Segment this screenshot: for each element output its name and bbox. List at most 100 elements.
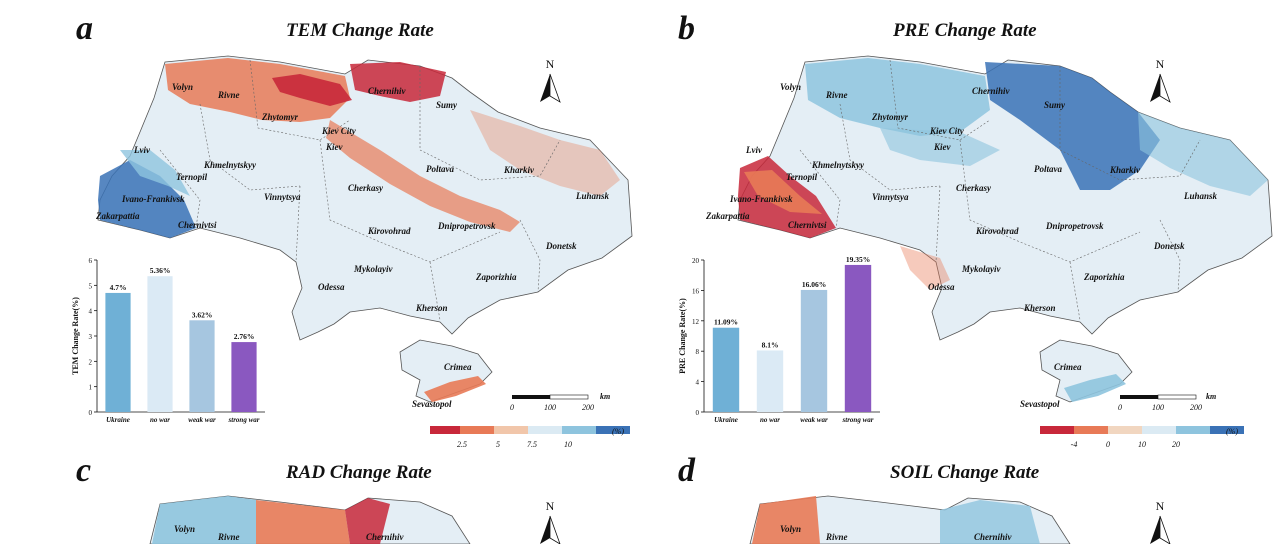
bar-data-label: 4.7% bbox=[110, 283, 127, 292]
place-label: Dnipropetrovsk bbox=[1045, 221, 1104, 231]
scale-bar-a: 0 100 200 km bbox=[510, 392, 610, 412]
scale-tick-2: 200 bbox=[1190, 403, 1202, 412]
legend-swatch bbox=[562, 426, 596, 434]
place-label: Ternopil bbox=[176, 172, 208, 182]
bar-data-label: 3.62% bbox=[192, 310, 213, 319]
legend-swatch bbox=[1142, 426, 1176, 434]
place-label: Poltava bbox=[426, 164, 454, 174]
wetting-patch-east bbox=[1138, 112, 1268, 196]
legend-tick: 20 bbox=[1172, 440, 1180, 449]
soil-band-orange bbox=[752, 496, 820, 544]
oblast-borders bbox=[159, 59, 561, 321]
place-label: Chernihiv bbox=[368, 86, 407, 96]
bar bbox=[189, 320, 215, 412]
y-axis-label: TEM Change Rate(%) bbox=[71, 297, 80, 375]
warming-patch-east bbox=[470, 110, 620, 196]
place-label: Kiev bbox=[933, 142, 951, 152]
color-legend-b: -4 0 10 20 (%) bbox=[1040, 426, 1244, 449]
oblast-borders bbox=[799, 59, 1201, 321]
place-label: Kirovohrad bbox=[975, 226, 1019, 236]
north-arrow-b: N bbox=[1150, 57, 1171, 103]
north-label-c: N bbox=[546, 499, 555, 513]
category-label: Ukraine bbox=[106, 416, 130, 424]
place-label: Zakarpattia bbox=[705, 211, 750, 221]
place-label: Sevastopol bbox=[1020, 399, 1060, 409]
wetting-patch-kiev bbox=[880, 128, 1000, 166]
panel-letter-c: c bbox=[76, 452, 92, 489]
place-label: Zaporizhia bbox=[475, 272, 517, 282]
soil-band-blue bbox=[940, 500, 1040, 544]
legend-tick: 2.5 bbox=[457, 440, 467, 449]
place-label: Zaporizhia bbox=[1083, 272, 1125, 282]
place-label: Kharkiv bbox=[503, 165, 535, 175]
legend-swatch bbox=[430, 426, 460, 434]
legend-swatch bbox=[1108, 426, 1142, 434]
scale-unit: km bbox=[1206, 392, 1216, 401]
north-arrow-d: N bbox=[1150, 499, 1171, 544]
place-label: Ternopil bbox=[786, 172, 818, 182]
map-panel-a: N 0 100 200 km 2.5 5 7.5 10 (%) Volyn Ri… bbox=[71, 55, 633, 449]
scale-tick-2: 200 bbox=[582, 403, 594, 412]
place-label: Khmelnytskyy bbox=[203, 160, 257, 170]
drying-patch-south bbox=[900, 246, 950, 290]
y-tick-label: 16 bbox=[692, 287, 700, 295]
place-label: Cherkasy bbox=[348, 183, 384, 193]
panel-title-d: SOIL Change Rate bbox=[890, 462, 1040, 483]
legend-unit: (%) bbox=[1226, 427, 1238, 436]
cooling-southwest-light bbox=[120, 150, 190, 196]
place-label: Volyn bbox=[174, 524, 195, 534]
place-label: Volyn bbox=[780, 82, 801, 92]
category-label: weak war bbox=[188, 416, 216, 424]
place-label: Odessa bbox=[928, 282, 955, 292]
scale-tick-1: 100 bbox=[544, 403, 556, 412]
panel-letter-b: b bbox=[678, 10, 695, 47]
place-label: Sumy bbox=[1044, 100, 1066, 110]
wetting-hotspot-northeast bbox=[985, 62, 1160, 190]
place-label: Crimea bbox=[444, 362, 472, 372]
y-tick-label: 0 bbox=[89, 409, 93, 417]
warming-hotspot-chernihiv bbox=[350, 62, 446, 102]
rad-band-blue bbox=[152, 496, 256, 544]
y-tick-label: 4 bbox=[89, 308, 93, 316]
place-label: Vinnytsya bbox=[264, 192, 301, 202]
bar-data-label: 2.76% bbox=[234, 332, 255, 341]
north-label-b: N bbox=[1156, 57, 1165, 71]
place-label: Chernivtsi bbox=[178, 220, 217, 230]
map-panel-d: Volyn Rivne Chernihiv N bbox=[749, 495, 1171, 544]
place-label: Mykolayiv bbox=[353, 264, 393, 274]
place-label: Lviv bbox=[133, 145, 151, 155]
place-labels-b: Volyn Rivne Zhytomyr Chernihiv Sumy Kiev… bbox=[705, 82, 1218, 409]
rad-band-orange bbox=[256, 500, 350, 544]
bar bbox=[147, 276, 173, 412]
panel-title-a: TEM Change Rate bbox=[286, 20, 434, 41]
category-label: strong war bbox=[842, 416, 874, 424]
scale-tick-0: 0 bbox=[510, 403, 514, 412]
y-tick-label: 1 bbox=[89, 384, 93, 392]
legend-swatch bbox=[1074, 426, 1108, 434]
bar bbox=[231, 342, 257, 412]
bar bbox=[844, 264, 872, 412]
place-label: Lviv bbox=[745, 145, 763, 155]
place-label: Sevastopol bbox=[412, 399, 452, 409]
place-label: Chernihiv bbox=[972, 86, 1011, 96]
north-arrow-a: N bbox=[540, 57, 561, 103]
place-label: Odessa bbox=[318, 282, 345, 292]
place-label: Volyn bbox=[780, 524, 801, 534]
place-label: Chernivtsi bbox=[788, 220, 827, 230]
bar-data-label: 5.36% bbox=[150, 266, 171, 275]
legend-tick: 10 bbox=[1138, 440, 1146, 449]
map-panel-c: Volyn Rivne Chernihiv N bbox=[149, 495, 561, 544]
bar-data-label: 16.06% bbox=[802, 280, 826, 289]
place-label: Rivne bbox=[825, 90, 848, 100]
legend-swatch bbox=[1210, 426, 1244, 434]
category-label: weak war bbox=[800, 416, 828, 424]
wetting-band-north bbox=[805, 58, 990, 136]
place-label: Cherkasy bbox=[956, 183, 992, 193]
y-tick-label: 6 bbox=[89, 257, 93, 265]
place-label: Rivne bbox=[217, 90, 240, 100]
place-label: Kherson bbox=[415, 303, 448, 313]
legend-tick: 7.5 bbox=[527, 440, 537, 449]
place-label: Luhansk bbox=[1183, 191, 1218, 201]
y-tick-label: 2 bbox=[89, 358, 93, 366]
cooling-southwest bbox=[98, 160, 196, 238]
